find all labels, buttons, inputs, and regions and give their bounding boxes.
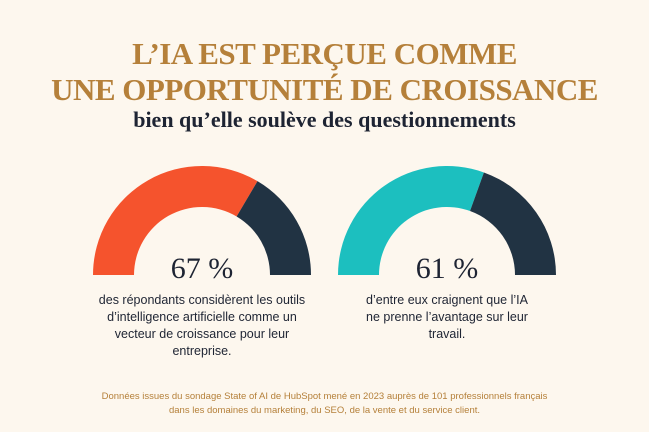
footer-line-2: dans les domaines du marketing, du SEO, …: [168, 405, 481, 416]
gauge-2: [338, 166, 556, 275]
footer-source: Données issues du sondage State of AI de…: [0, 390, 649, 418]
subtitle: bien qu’elle soulève des questionnements: [133, 107, 516, 132]
gauge-2-description: d’entre eux craignent que l’IA ne prenne…: [366, 293, 528, 341]
gauge-1-remainder: [236, 181, 311, 275]
gauge-2-value: 61 %: [415, 252, 479, 285]
gauge-2-fill: [338, 166, 484, 275]
footer-line-1: Données issues du sondage State of AI de…: [101, 391, 548, 402]
gauge-1-fill: [93, 166, 258, 275]
gauge-1-value: 67 %: [170, 252, 234, 285]
gauge-1: [93, 166, 311, 275]
title-line-2: UNE OPPORTUNITÉ DE CROISSANCE: [51, 72, 598, 107]
title-line-1: L’IA EST PERÇUE COMME: [132, 36, 517, 71]
gauge-2-remainder: [470, 172, 556, 275]
gauge-1-description: des répondants considèrent les outils d’…: [98, 293, 306, 358]
